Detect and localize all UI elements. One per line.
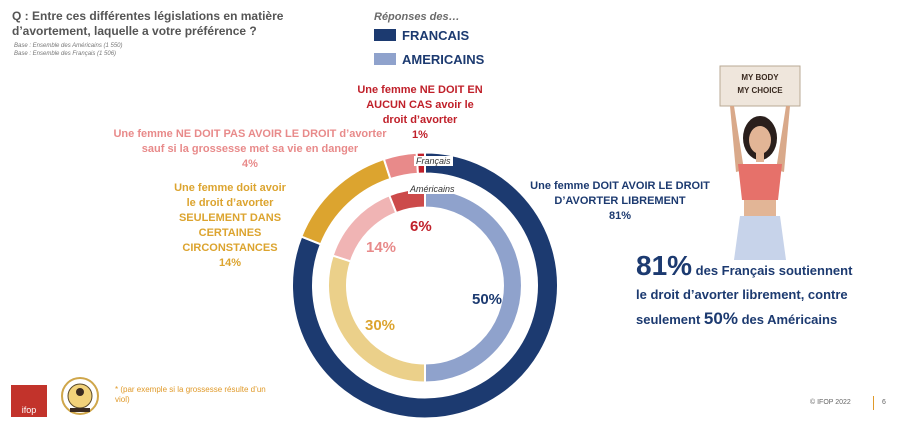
inner-pct-aucun-cas: 6%: [410, 218, 432, 235]
page-number: 6: [882, 399, 886, 406]
question-text: Q : Entre ces différentes législations e…: [12, 9, 284, 38]
legend-title: Réponses des…: [374, 11, 460, 23]
partner-logo: [61, 377, 99, 415]
pink-top: [738, 164, 782, 200]
headline-50-percent: 50%: [703, 309, 738, 328]
footnote: * (par exemple si la grossesse résulte d…: [115, 385, 266, 404]
legend-label-francais: FRANCAIS: [402, 28, 470, 43]
inner-ring: [327, 187, 523, 384]
sign-line-2: MY CHOICE: [737, 86, 783, 95]
headline-81-percent: 81%: [636, 250, 693, 281]
donut-chart: [291, 151, 559, 420]
inner-slice-4: [387, 187, 426, 215]
legend-swatch-francais: [374, 29, 396, 41]
footer-separator: [873, 396, 874, 410]
label-sauf-danger: Une femme NE DOIT PAS AVOIR LE DROIT d’a…: [113, 128, 387, 170]
ring-label-inner: Américains: [408, 184, 457, 194]
inner-pct-certaines: 30%: [365, 317, 396, 334]
inner-pct-libre: 50%: [472, 291, 503, 308]
base-americans: Base : Ensemble des Américains (1 550): [14, 43, 123, 49]
sign-line-1: MY BODY: [741, 73, 779, 82]
label-libre: Une femme DOIT AVOIR LE DROIT D’AVORTER …: [530, 180, 710, 222]
inner-slice-1: [424, 187, 523, 384]
label-aucun-cas: Une femme NE DOIT EN AUCUN CAS avoir le …: [357, 84, 483, 141]
legend-label-americains: AMERICAINS: [402, 52, 485, 67]
label-certaines-circonstances: Une femme doit avoir le droit d’avorter …: [174, 182, 286, 269]
inner-pct-sauf-danger: 14%: [366, 239, 397, 256]
protest-sign: [719, 65, 801, 107]
ring-label-outer: Français: [414, 156, 453, 166]
ifop-logo: ifop: [11, 385, 47, 417]
headline: 81% des Français soutiennent le droit d’…: [636, 250, 853, 329]
blue-jeans: [734, 216, 786, 260]
base-french: Base : Ensemble des Français (1 506): [14, 51, 117, 57]
outer-slice-1: [291, 151, 559, 420]
copyright: © IFOP 2022: [810, 399, 851, 406]
protester-illustration: MY BODY MY CHOICE: [719, 65, 801, 260]
legend-swatch-americains: [374, 53, 396, 65]
outer-ring: [291, 151, 559, 420]
